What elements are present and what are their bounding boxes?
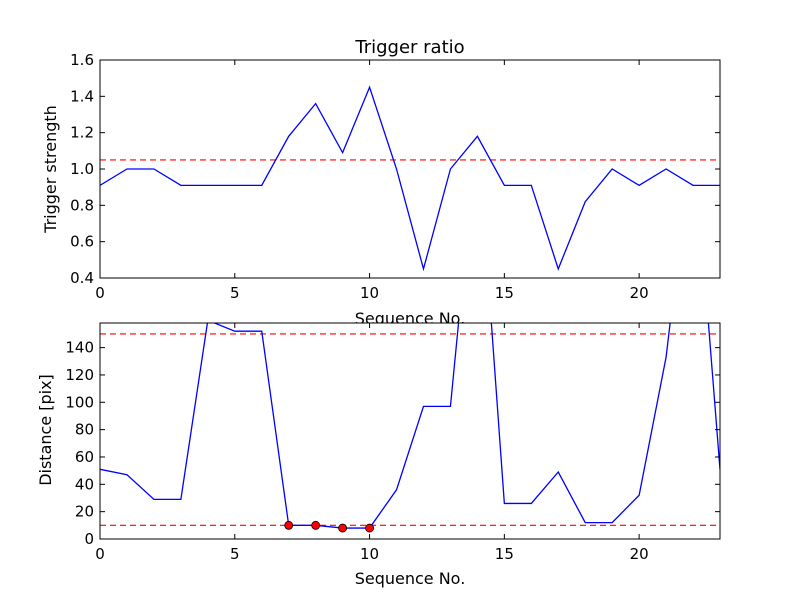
top-y-tick-label: 0.8 — [70, 196, 94, 214]
bottom-data-point-3 — [365, 523, 374, 533]
bottom-y-tick-label: 140 — [65, 339, 94, 357]
bottom-chart-plot: 0 5 10 15 20 0 20 40 60 80 100 120 140 — [65, 322, 721, 563]
bottom-y-tick-label: 20 — [75, 503, 94, 521]
bottom-data-point-2 — [338, 523, 348, 533]
top-x-tick-label: 10 — [360, 284, 379, 302]
top-x-tick-label: 5 — [230, 284, 240, 302]
bottom-data-point-1 — [311, 520, 321, 530]
top-y-tick-label: 1.0 — [70, 160, 94, 178]
top-y-tick-label: 1.4 — [70, 87, 94, 105]
top-y-tick-label: 0.6 — [70, 233, 94, 251]
top-x-tick-label: 15 — [495, 284, 514, 302]
bottom-x-tick-label: 0 — [95, 545, 105, 563]
bottom-y-tick-label: 100 — [65, 393, 94, 411]
top-series-line-0 — [100, 85, 720, 272]
bottom-data-point-0 — [284, 520, 294, 530]
bottom-y-tick-label: 40 — [75, 475, 94, 493]
bottom-y-tick-label: 120 — [65, 366, 94, 384]
bottom-x-tick-label: 5 — [230, 545, 240, 563]
top-y-tick-label: 1.2 — [70, 124, 94, 142]
bottom-x-tick-label: 20 — [630, 545, 649, 563]
top-y-tick-label: 0.4 — [70, 269, 94, 287]
bottom-series-line-0 — [100, 323, 720, 529]
top-plot-area — [100, 60, 720, 278]
bottom-chart-xlabel: Sequence No. — [355, 569, 466, 588]
bottom-axes-frame — [99, 322, 721, 540]
bottom-x-tick-label: 10 — [360, 545, 379, 563]
bottom-y-tick-label: 0 — [84, 530, 94, 548]
bottom-y-tick-label: 60 — [75, 448, 94, 466]
top-x-tick-label: 0 — [95, 284, 105, 302]
top-chart-ylabel: Trigger strength — [41, 105, 60, 234]
bottom-chart-ylabel: Distance [pix] — [36, 374, 55, 486]
bottom-x-tick-label: 15 — [495, 545, 514, 563]
bottom-y-tick-label: 80 — [75, 421, 94, 439]
top-y-tick-label: 1.6 — [70, 51, 94, 69]
bottom-plot-area — [100, 323, 720, 539]
top-chart-title: Trigger ratio — [354, 37, 464, 58]
top-x-tick-label: 20 — [630, 284, 649, 302]
top-chart-plot: 0 5 10 15 20 0.4 0.6 0.8 1.0 1.2 1.4 1.6 — [70, 51, 721, 302]
